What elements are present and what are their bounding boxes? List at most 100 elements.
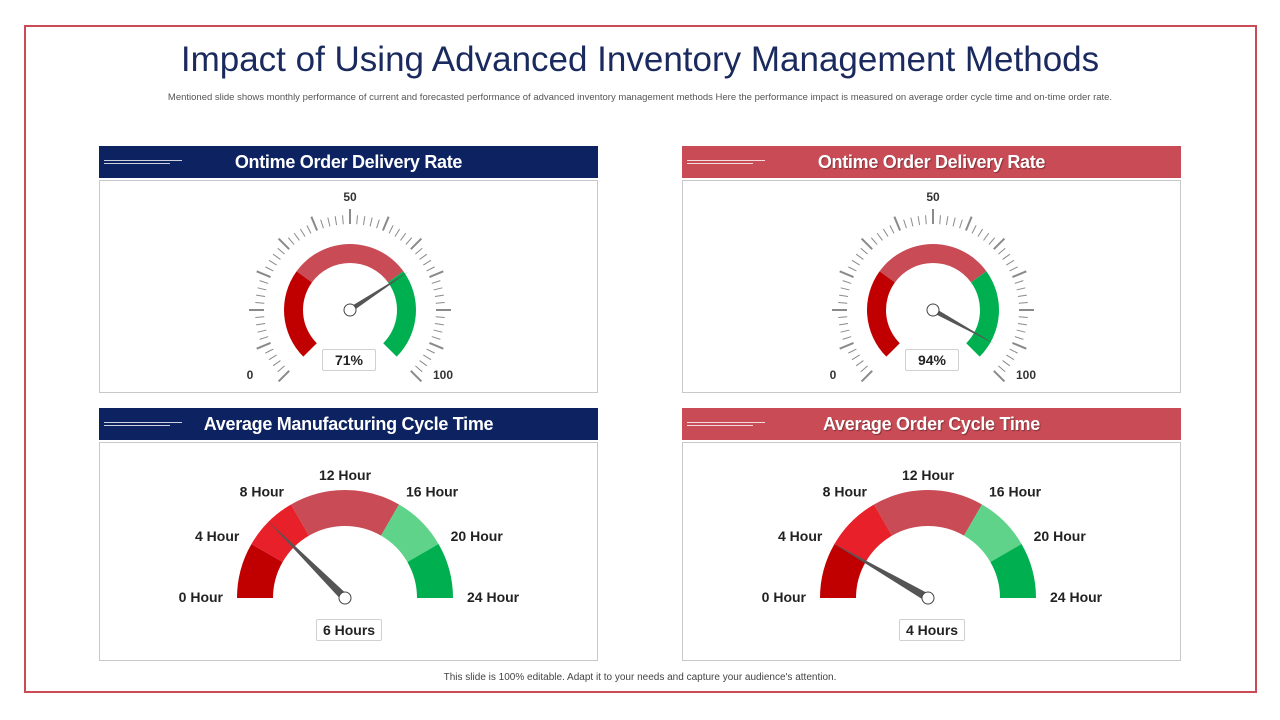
gauge-tick bbox=[259, 336, 269, 340]
gauge-tick bbox=[433, 287, 443, 291]
gauge-tick-label: 16 Hour bbox=[989, 483, 1042, 499]
gauge-tick bbox=[410, 237, 423, 250]
hour-gauge: 0 Hour 4 Hour 8 Hour 12 Hour 16 Hour 20 Hour 2… bbox=[179, 467, 520, 605]
slide-subtitle: Mentioned slide shows monthly performanc… bbox=[167, 92, 1113, 103]
gauge-tick bbox=[876, 232, 883, 241]
gauge-value-box: 71% bbox=[322, 349, 376, 371]
gauge-tick-label: 20 Hour bbox=[451, 528, 504, 544]
header-decoration bbox=[687, 422, 765, 427]
gauge-hub bbox=[926, 303, 940, 317]
panel-title: Ontime Order Delivery Rate bbox=[234, 152, 463, 172]
gauge-band bbox=[407, 544, 453, 598]
gauge-tick-label: 24 Hour bbox=[467, 589, 520, 605]
gauge-tick bbox=[1012, 270, 1027, 279]
slide-frame bbox=[24, 25, 1257, 693]
gauge-tick bbox=[1012, 341, 1027, 350]
gauge-tick bbox=[983, 232, 990, 241]
gauge-band bbox=[296, 244, 404, 283]
gauge-tick bbox=[848, 266, 857, 272]
gauge-tick bbox=[426, 266, 435, 272]
gauge-tick-label: 0 bbox=[247, 368, 254, 382]
gauge-tick-label: 100 bbox=[433, 368, 453, 382]
gauge-needle bbox=[832, 543, 930, 602]
gauge-tick bbox=[855, 253, 864, 260]
gauge-tick-label: 12 Hour bbox=[319, 467, 372, 483]
gauge-tick bbox=[870, 237, 878, 245]
gauge-tick bbox=[334, 216, 338, 226]
gauge-value-box: 6 Hours bbox=[316, 619, 382, 641]
gauge-tick bbox=[839, 341, 854, 350]
gauge-tick-label: 50 bbox=[343, 190, 357, 204]
gauge-tick bbox=[256, 341, 271, 350]
gauge-tick bbox=[410, 370, 423, 383]
gauge-tick bbox=[342, 215, 344, 225]
gauge-tick bbox=[839, 270, 854, 279]
gauge-tick bbox=[268, 259, 277, 266]
gauge-tick bbox=[257, 329, 267, 333]
panel-title: Ontime Order Delivery Rate bbox=[817, 152, 1046, 172]
gauge-tick bbox=[419, 360, 428, 367]
gauge-tick bbox=[431, 280, 441, 284]
gauge-band bbox=[345, 490, 399, 536]
gauge-tick bbox=[434, 294, 444, 298]
gauge-band bbox=[820, 544, 866, 598]
panel-header-delivery-rate-current: Ontime Order Delivery Rate bbox=[99, 146, 598, 178]
gauge-tick bbox=[423, 259, 432, 266]
gauge-band bbox=[834, 504, 892, 562]
gauge-tick bbox=[993, 370, 1006, 383]
panel-title: Average Order Cycle Time bbox=[823, 414, 1040, 434]
gauge-tick bbox=[272, 253, 281, 260]
speedometer-gauge: 0 50 100 bbox=[830, 190, 1036, 383]
gauge-tick bbox=[939, 215, 941, 225]
gauge-tick bbox=[1014, 280, 1024, 284]
gauge-tick bbox=[277, 365, 285, 373]
gauge-band bbox=[383, 271, 416, 357]
panel-title: Average Manufacturing Cycle Time bbox=[203, 414, 494, 434]
gauge-tick bbox=[842, 280, 852, 284]
gauge-tick bbox=[306, 225, 312, 234]
gauge-band bbox=[964, 504, 1022, 562]
gauge-tick bbox=[356, 215, 358, 225]
gauge-tick bbox=[362, 216, 366, 226]
gauge-tick bbox=[435, 302, 445, 304]
gauge-tick bbox=[882, 228, 889, 237]
gauge-tick bbox=[277, 237, 290, 250]
gauge-tick bbox=[256, 270, 271, 279]
header-decoration bbox=[104, 160, 182, 165]
gauge-band bbox=[381, 504, 439, 562]
gauge-band bbox=[879, 244, 987, 283]
gauge-tick bbox=[838, 316, 848, 318]
gauge-tick bbox=[1002, 253, 1011, 260]
gauge-band bbox=[874, 490, 928, 536]
gauge-tick-label: 16 Hour bbox=[406, 483, 459, 499]
gauge-hub bbox=[343, 303, 357, 317]
gauge-tick bbox=[993, 237, 1006, 250]
gauge-tick bbox=[310, 216, 319, 231]
gauge-tick-label: 4 Hour bbox=[778, 528, 823, 544]
speedometer-gauge: 0 50 100 bbox=[247, 190, 453, 383]
gauge-tick bbox=[1016, 287, 1026, 291]
gauge-tick bbox=[998, 365, 1006, 373]
gauge-tick bbox=[259, 280, 269, 284]
gauge-tick-label: 0 Hour bbox=[179, 589, 224, 605]
gauge-tick bbox=[257, 287, 267, 291]
gauge-tick bbox=[255, 316, 265, 318]
slide-footer: This slide is 100% editable. Adapt it to… bbox=[443, 672, 837, 683]
gauge-tick bbox=[838, 302, 848, 304]
gauge-tick bbox=[394, 228, 401, 237]
gauge-tick bbox=[405, 237, 413, 245]
gauge-tick bbox=[945, 216, 949, 226]
gauge-tick-label: 12 Hour bbox=[902, 467, 955, 483]
panel-header-order-cycle: Average Order Cycle Time bbox=[682, 408, 1181, 440]
gauge-tick bbox=[429, 341, 444, 350]
gauge-tick bbox=[431, 336, 441, 340]
gauge-tick bbox=[388, 225, 394, 234]
gauge-band bbox=[237, 544, 283, 598]
gauge-tick-label: 100 bbox=[1016, 368, 1036, 382]
gauge-band bbox=[867, 271, 900, 357]
gauge-tick bbox=[998, 247, 1006, 255]
gauge-band bbox=[291, 490, 345, 536]
gauge-tick bbox=[1009, 266, 1018, 272]
gauge-tick bbox=[1017, 294, 1027, 298]
header-decoration bbox=[687, 160, 765, 165]
